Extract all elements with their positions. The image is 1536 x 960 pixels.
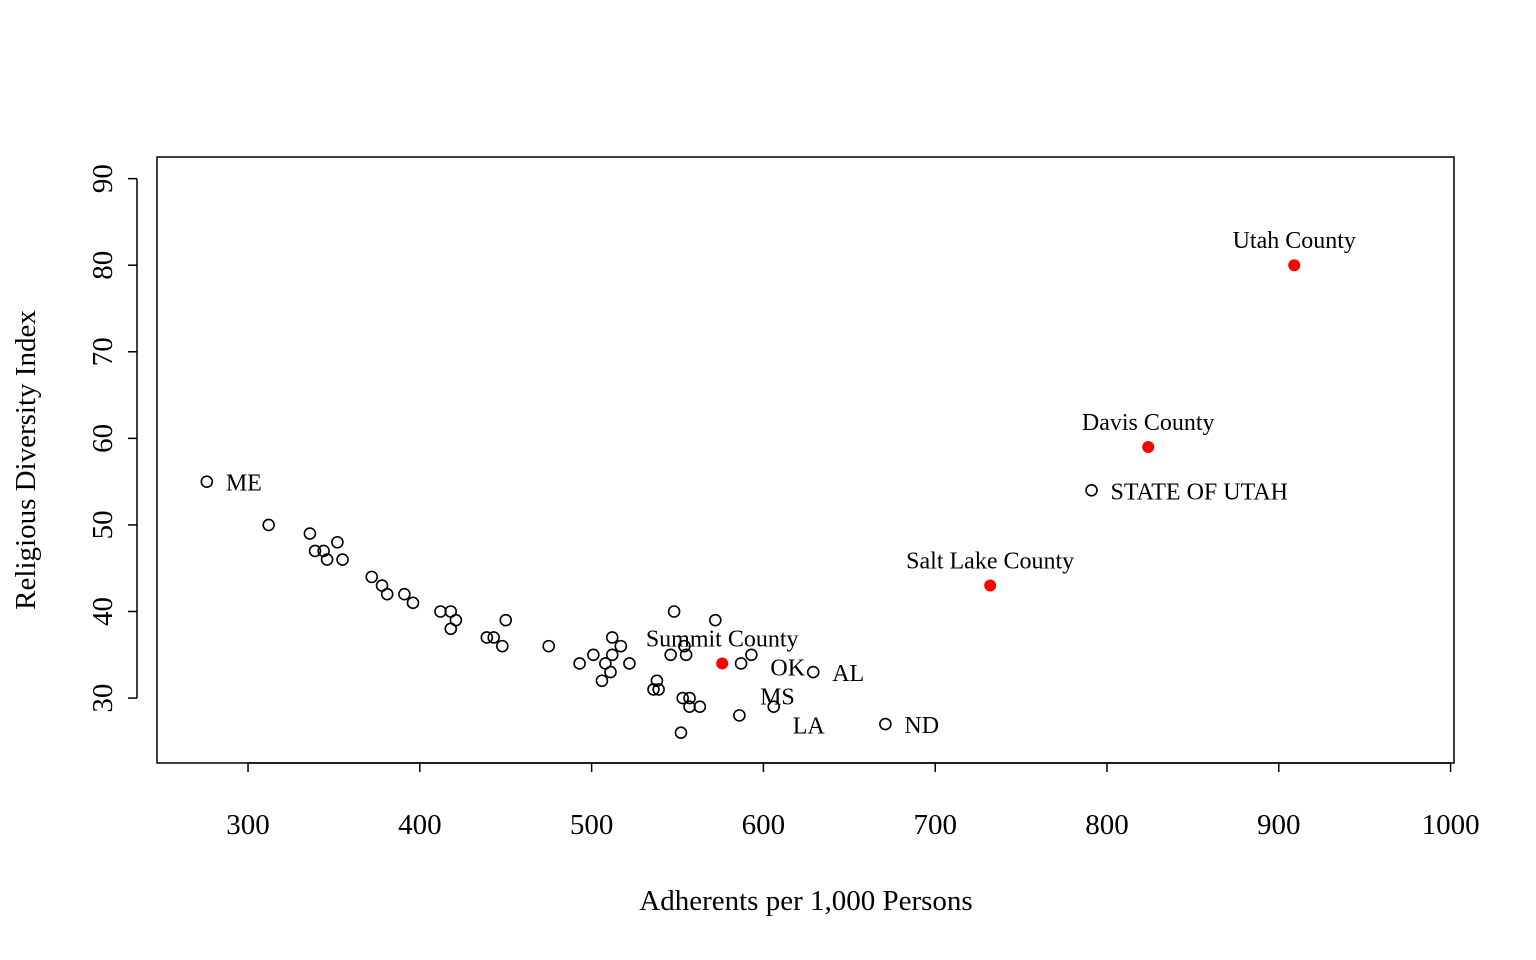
data-point xyxy=(595,674,609,688)
highlighted-data-point xyxy=(984,579,997,592)
data-point xyxy=(604,665,617,679)
y-axis: 30 40 50 60 70 80 90 xyxy=(87,164,138,713)
data-point xyxy=(745,648,758,662)
data-point xyxy=(303,527,317,540)
y-tick-label: 80 xyxy=(87,251,119,280)
data-point xyxy=(647,683,660,696)
data-point xyxy=(767,700,781,714)
x-tick-label: 400 xyxy=(398,809,442,841)
data-point xyxy=(676,691,689,705)
data-point xyxy=(487,631,501,644)
data-point xyxy=(678,639,691,653)
data-point xyxy=(679,648,693,662)
data-point xyxy=(542,639,555,653)
point-label: Salt Lake County xyxy=(906,549,1074,575)
point-label: Davis County xyxy=(1082,410,1215,436)
data-point xyxy=(667,605,681,618)
data-point xyxy=(879,717,892,731)
y-tick-label: 90 xyxy=(87,164,119,193)
data-point xyxy=(406,596,420,610)
point-label: MS xyxy=(760,684,795,710)
data-point xyxy=(693,700,707,714)
x-tick-label: 900 xyxy=(1257,809,1301,841)
point-label: AL xyxy=(832,661,864,687)
data-point xyxy=(380,587,394,601)
data-point xyxy=(499,613,513,627)
data-point xyxy=(317,544,330,558)
point-labels: Utah County Davis County ME STATE OF UTAH Sa… xyxy=(226,228,1356,739)
y-tick-label: 30 xyxy=(87,684,119,713)
data-point xyxy=(262,518,275,532)
highlighted-data-point xyxy=(1142,441,1155,454)
data-point xyxy=(495,639,509,653)
point-label: OK xyxy=(770,655,805,681)
x-tick-label: 600 xyxy=(742,809,786,841)
x-tick-label: 800 xyxy=(1085,809,1129,841)
data-point xyxy=(308,544,322,558)
highlighted-data-point xyxy=(1288,259,1301,272)
data-point xyxy=(650,674,664,688)
y-tick-label: 70 xyxy=(87,337,119,366)
y-tick-label: 40 xyxy=(87,597,119,626)
x-axis: 300 400 500 600 700 800 900 1000 xyxy=(226,762,1480,841)
x-axis-title: Adherents per 1,000 Persons xyxy=(639,885,972,917)
data-point xyxy=(806,665,820,679)
point-label: ME xyxy=(226,471,262,497)
x-tick-label: 300 xyxy=(226,809,270,841)
x-tick-label: 700 xyxy=(913,809,957,841)
data-point xyxy=(605,631,619,644)
point-label: LA xyxy=(793,713,826,739)
data-point xyxy=(587,648,600,662)
highlighted-data-point xyxy=(716,657,729,670)
x-tick-label: 500 xyxy=(570,809,614,841)
data-point xyxy=(605,648,619,662)
data-point xyxy=(480,631,494,644)
data-point xyxy=(331,535,344,549)
data-point xyxy=(674,726,688,740)
point-label: Summit County xyxy=(646,626,799,652)
x-tick-label: 1000 xyxy=(1422,809,1480,841)
data-point xyxy=(444,622,458,636)
data-point xyxy=(336,553,349,566)
data-point xyxy=(683,691,696,705)
data-point xyxy=(365,570,379,584)
y-tick-label: 60 xyxy=(87,424,119,453)
data-point xyxy=(1085,483,1098,497)
data-point xyxy=(733,709,746,722)
data-point xyxy=(434,605,447,618)
point-label: Utah County xyxy=(1233,228,1356,254)
data-point xyxy=(652,683,665,696)
point-label: STATE OF UTAH xyxy=(1111,479,1289,505)
data-point xyxy=(573,657,586,670)
point-label: ND xyxy=(904,713,939,739)
data-point xyxy=(664,648,677,662)
y-tick-label: 50 xyxy=(87,510,119,539)
y-axis-title: Religious Diversity Index xyxy=(10,310,42,610)
data-point xyxy=(709,613,722,627)
data-point xyxy=(623,657,636,670)
data-point xyxy=(734,657,748,670)
data-point xyxy=(614,639,628,653)
data-point xyxy=(320,553,334,566)
data-point xyxy=(398,587,411,601)
data-point xyxy=(200,475,214,488)
points xyxy=(200,259,1301,740)
